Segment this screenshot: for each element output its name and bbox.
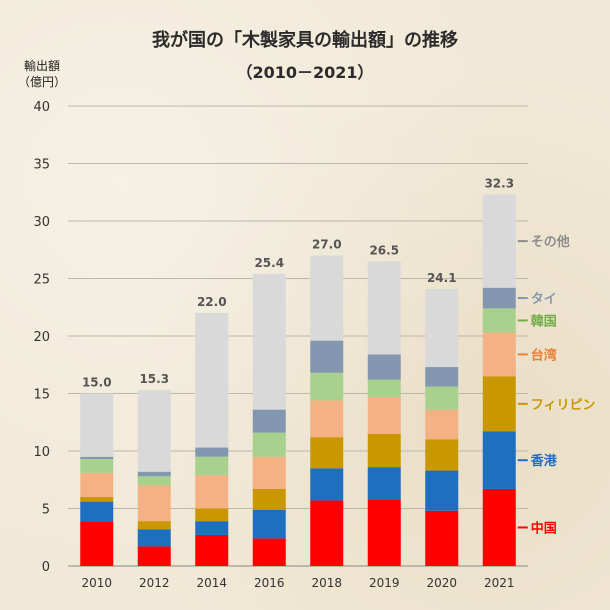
x-tick-label-2016: 2016 [254,576,285,590]
bar-segment-2010-5 [80,456,114,460]
bar-segment-2012-6 [137,390,171,472]
bar-segment-2014-1 [195,521,229,535]
bar-segment-2019-2 [367,433,401,468]
bar-segment-2019-0 [367,499,401,566]
bar-segment-2021-6 [482,194,516,288]
x-tick-label-2020: 2020 [426,576,457,590]
bar-segment-2020-3 [425,409,459,440]
y-tick-label-40: 40 [33,100,50,115]
total-label-2016: 25.4 [254,256,284,270]
bar-segment-2016-2 [252,488,286,510]
x-tick-label-2012: 2012 [139,576,170,590]
bar-segment-2014-3 [195,475,229,509]
y-tick-label-15: 15 [33,388,50,403]
y-axis-label-line-1: 輸出額 [24,58,60,73]
total-label-2018: 27.0 [312,238,342,252]
bar-segment-2021-0 [482,488,516,566]
bar-segment-2016-6 [252,273,286,410]
x-tick-label-2021: 2021 [484,576,515,590]
bar-segment-2014-6 [195,313,229,448]
bar-segment-2016-3 [252,456,286,489]
bar-segment-2020-5 [425,367,459,387]
labels-layer: 0 5 10 15 20 25 30 35 40 15.0 2010 15.3 2012 22.0 2014… [33,100,514,590]
bar-segment-2020-4 [425,386,459,410]
bar-segment-2012-1 [137,529,171,547]
y-tick-label-0: 0 [42,560,50,575]
bar-segment-2014-2 [195,508,229,522]
chart-title: 我が国の「木製家具の輸出額」の推移 [152,29,458,51]
legend-layer: 中国 香港 フィリピン 台湾 韓国 タイ その他 [517,234,596,536]
legend-entry-3: 台湾 [531,347,557,363]
total-label-2010: 15.0 [82,376,112,390]
x-tick-label-2019: 2019 [369,576,400,590]
bar-segment-2018-3 [310,400,344,438]
bar-segment-2016-1 [252,509,286,539]
chart-subtitle: （2010－2021） [236,63,373,82]
bar-segment-2016-0 [252,538,286,566]
bar-segment-2020-0 [425,510,459,566]
bar-segment-2021-3 [482,332,516,377]
y-tick-label-35: 35 [33,158,50,173]
bar-segment-2018-0 [310,500,344,566]
bar-segment-2020-6 [425,288,459,368]
x-tick-label-2010: 2010 [81,576,112,590]
bar-segment-2018-5 [310,340,344,373]
y-tick-label-30: 30 [33,215,50,230]
bar-segment-2020-1 [425,470,459,511]
grid-layer [68,105,528,567]
bar-segment-2012-4 [137,476,171,486]
bar-segment-2014-4 [195,456,229,476]
total-label-2020: 24.1 [427,271,457,285]
bar-segment-2012-0 [137,546,171,566]
bar-segment-2016-4 [252,432,286,457]
legend-entry-1: 香港 [530,453,558,469]
bar-segment-2016-5 [252,409,286,433]
bar-segment-2019-3 [367,396,401,434]
total-label-2012: 15.3 [139,372,169,386]
bar-segment-2019-5 [367,354,401,380]
bar-segment-2014-5 [195,447,229,457]
legend-entry-5: タイ [531,292,557,307]
legend-entry-0: 中国 [531,520,557,536]
total-label-2019: 26.5 [369,243,399,257]
bar-segment-2012-5 [137,471,171,477]
y-tick-label-25: 25 [33,273,50,288]
bars-layer [80,194,516,566]
bar-segment-2018-1 [310,468,344,501]
bar-segment-2021-4 [482,308,516,333]
total-label-2021: 32.3 [484,177,514,191]
bar-segment-2019-4 [367,379,401,397]
bar-segment-2014-0 [195,534,229,566]
bar-segment-2010-2 [80,497,114,502]
bar-segment-2018-4 [310,372,344,401]
y-axis-label-line-2: （億円） [18,75,66,89]
bar-segment-2010-6 [80,393,114,457]
y-tick-label-10: 10 [33,445,50,460]
bar-segment-2012-3 [137,485,171,522]
bar-segment-2010-0 [80,521,114,566]
bar-segment-2021-5 [482,287,516,309]
legend-entry-6: その他 [531,234,570,250]
bar-segment-2020-2 [425,439,459,471]
bar-segment-2012-2 [137,521,171,530]
y-tick-label-5: 5 [42,503,50,518]
bar-segment-2019-1 [367,467,401,500]
bar-segment-2018-2 [310,437,344,469]
bar-segment-2019-6 [367,261,401,355]
x-tick-label-2014: 2014 [196,576,227,590]
y-tick-label-20: 20 [33,330,50,345]
bar-segment-2010-4 [80,459,114,473]
bar-segment-2018-6 [310,255,344,341]
x-tick-label-2018: 2018 [311,576,342,590]
bar-segment-2010-3 [80,472,114,497]
bar-segment-2021-1 [482,431,516,489]
legend-entry-2: フィリピン [531,398,596,413]
bar-segment-2010-1 [80,501,114,522]
legend-entry-4: 韓国 [531,313,557,329]
bar-segment-2021-2 [482,376,516,432]
total-label-2014: 22.0 [197,295,227,309]
